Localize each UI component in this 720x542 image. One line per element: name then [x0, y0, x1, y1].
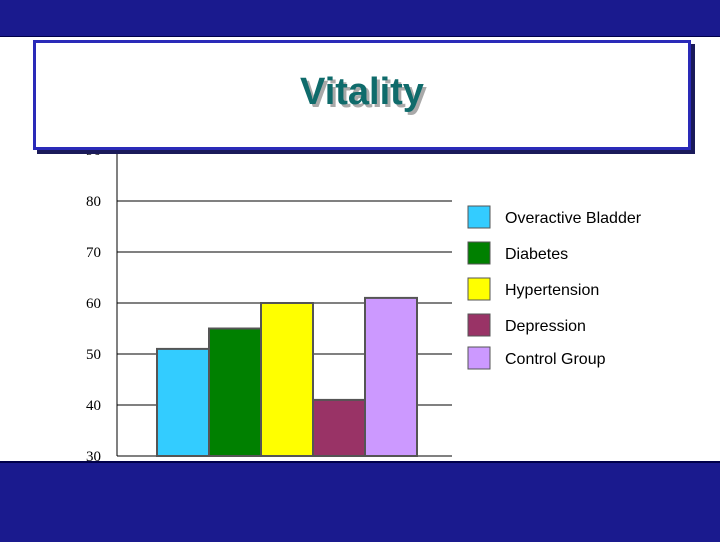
- bar-overactive-bladder: [156, 347, 210, 457]
- legend-label: Hypertension: [505, 282, 599, 299]
- legend-swatch: [467, 205, 491, 229]
- chart-title: Vitality: [300, 71, 424, 113]
- legend: Overactive Bladder Diabetes Hypertension De…: [467, 205, 642, 370]
- legend-swatch: [467, 313, 491, 337]
- legend-label: Diabetes: [505, 246, 568, 263]
- bottom-band: [0, 461, 720, 542]
- y-tick-label: 80: [86, 194, 101, 210]
- legend-swatch: [467, 346, 491, 370]
- title-box: Vitality: [33, 40, 691, 150]
- y-tick-label: 50: [86, 347, 101, 363]
- bars-layer: [156, 296, 418, 457]
- legend-swatch: [467, 241, 491, 265]
- top-band: [0, 0, 720, 37]
- bar-depression: [312, 398, 366, 457]
- legend-label: Overactive Bladder: [505, 210, 642, 227]
- y-tick-label: 40: [86, 398, 101, 414]
- y-tick-label: 60: [86, 296, 101, 312]
- bar-control-group: [364, 296, 418, 457]
- bar-diabetes: [208, 327, 262, 457]
- bar-hypertension: [260, 302, 314, 457]
- y-tick-label: 70: [86, 245, 101, 261]
- legend-swatch: [467, 277, 491, 301]
- legend-label: Depression: [505, 318, 586, 335]
- legend-label: Control Group: [505, 351, 606, 368]
